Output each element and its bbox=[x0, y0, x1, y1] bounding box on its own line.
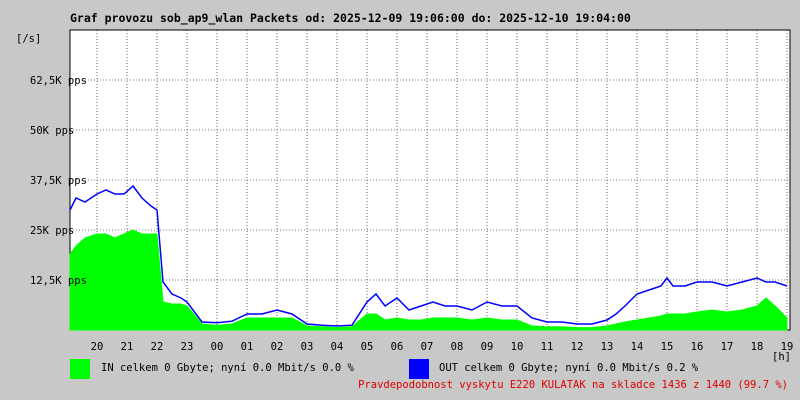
x-tick-label: 07 bbox=[421, 341, 434, 353]
x-tick-label: 06 bbox=[391, 341, 404, 353]
chart-title: Graf provozu sob_ap9_wlan Packets od: 20… bbox=[70, 11, 631, 25]
x-tick-label: 20 bbox=[91, 341, 104, 353]
x-tick-label: 08 bbox=[451, 341, 464, 353]
series-in-area bbox=[69, 229, 788, 331]
x-tick-label: 19 bbox=[781, 341, 794, 353]
x-tick-label: 04 bbox=[331, 341, 344, 353]
legend-out-label: OUT celkem 0 Gbyte; nyní 0.0 Mbit/s 0.2 … bbox=[439, 362, 699, 374]
x-tick-label: 09 bbox=[481, 341, 494, 353]
y-tick-label: 25K pps bbox=[30, 225, 74, 237]
y-tick-label: 12,5K pps bbox=[30, 275, 87, 287]
x-tick-label: 14 bbox=[631, 341, 644, 353]
legend-in-swatch bbox=[70, 359, 90, 379]
y-tick-label: 37,5K pps bbox=[30, 175, 87, 187]
x-tick-label: 18 bbox=[751, 341, 764, 353]
x-tick-label: 16 bbox=[691, 341, 704, 353]
grid-lines bbox=[70, 30, 790, 330]
y-tick-label: 50K pps bbox=[30, 125, 74, 137]
x-tick-label: 23 bbox=[181, 341, 194, 353]
x-tick-label: 21 bbox=[121, 341, 134, 353]
x-tick-label: 01 bbox=[241, 341, 254, 353]
x-tick-label: 12 bbox=[571, 341, 584, 353]
y-tick-label: 62,5K pps bbox=[30, 75, 87, 87]
series-out-line bbox=[69, 184, 788, 327]
x-tick-label: 13 bbox=[601, 341, 614, 353]
x-tick-label: 03 bbox=[301, 341, 314, 353]
x-tick-label: 15 bbox=[661, 341, 674, 353]
legend-in-label: IN celkem 0 Gbyte; nyní 0.0 Mbit/s 0.0 % bbox=[101, 362, 354, 374]
y-axis-title: [/s] bbox=[16, 33, 41, 45]
series-layer bbox=[69, 184, 788, 331]
legend-out-swatch bbox=[409, 359, 429, 379]
x-tick-label: 10 bbox=[511, 341, 524, 353]
x-axis-title: [h] bbox=[772, 351, 791, 363]
availability-note: Pravdepodobnost vyskytu E220 KULATAK na … bbox=[358, 379, 788, 391]
x-tick-label: 05 bbox=[361, 341, 374, 353]
x-tick-label: 17 bbox=[721, 341, 734, 353]
x-tick-label: 00 bbox=[211, 341, 224, 353]
x-tick-label: 02 bbox=[271, 341, 284, 353]
x-tick-label: 11 bbox=[541, 341, 554, 353]
axis-labels: [/s] [h] 20 21 22 23 00 01 02 03 04 05 06 07 08 09 10 1… bbox=[16, 33, 793, 363]
x-tick-label: 22 bbox=[151, 341, 164, 353]
